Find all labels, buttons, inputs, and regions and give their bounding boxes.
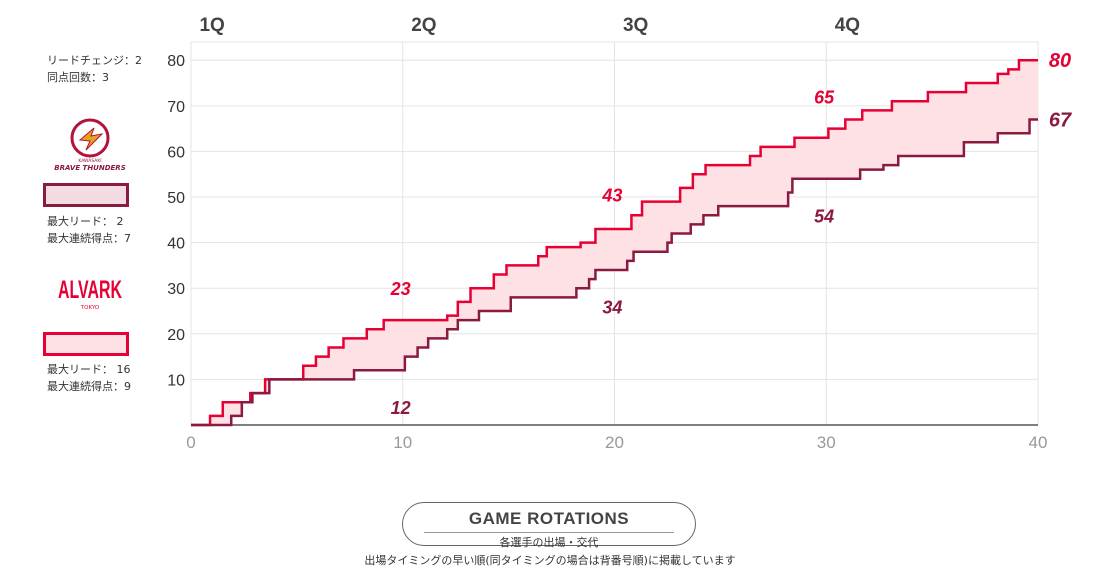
quarter-label: 4Q	[835, 15, 860, 36]
y-tick-label: 10	[167, 372, 185, 389]
quarter-label: 3Q	[623, 15, 648, 36]
alvark-logo-sub: TOKYO	[80, 305, 100, 311]
brave-thunders-max-lead: 最大リード： 2	[47, 215, 124, 228]
y-tick-label: 50	[167, 190, 185, 207]
alvark-logo-text: ALVARK	[58, 276, 122, 304]
quarter-label: 2Q	[411, 15, 436, 36]
brave-thunders-logo-small: KAWASAKI	[78, 158, 101, 164]
ties-count: 同点回数：3	[47, 71, 109, 84]
alvark-quarter-score: 43	[601, 185, 622, 205]
alvark-final-score: 80	[1049, 50, 1071, 72]
game-rotations-title: GAME ROTATIONS	[468, 509, 630, 528]
alvark-quarter-score: 23	[390, 279, 411, 299]
x-tick-label: 10	[393, 433, 412, 452]
brave-thunders-logo-text: BRAVE THUNDERS	[54, 164, 126, 172]
brave-thunders-legend-swatch	[43, 183, 129, 207]
lead-gap-area	[191, 60, 1038, 425]
y-tick-label: 30	[167, 281, 185, 298]
alvark-max-lead: 最大リード： 16	[47, 363, 131, 376]
alvark-stats: 最大リード： 16 最大連続得点：9	[47, 361, 131, 395]
brave-thunders-quarter-score: 54	[814, 206, 834, 226]
brave-thunders-max-run: 最大連続得点：7	[47, 232, 131, 245]
brave-thunders-score-line	[191, 118, 1038, 427]
brave-thunders-quarter-score: 34	[602, 297, 622, 317]
alvark-score-line	[191, 58, 1038, 427]
chart-labels: 10 20 30 40 50 60 70 80 0 10 20 30 40 1Q 2Q 3Q 4Q 80 67 23 1…	[167, 15, 1072, 452]
x-tick-label: 40	[1029, 433, 1048, 452]
quarter-label: 1Q	[199, 15, 224, 36]
alvark-logo: ALVARK TOKYO	[58, 276, 122, 311]
lead-changes: リードチェンジ：2	[47, 54, 142, 67]
alvark-max-run: 最大連続得点：9	[47, 380, 131, 393]
x-tick-label: 30	[817, 433, 836, 452]
y-tick-label: 80	[167, 53, 185, 70]
y-tick-label: 70	[167, 99, 185, 116]
y-tick-label: 60	[167, 144, 185, 161]
alvark-quarter-score: 65	[814, 88, 835, 108]
score-flow-chart: 10 20 30 40 50 60 70 80 0 10 20 30 40 1Q 2Q 3Q 4Q 80 67 23 1…	[167, 15, 1072, 452]
brave-thunders-quarter-score: 12	[391, 398, 411, 418]
brave-thunders-final-score: 67	[1049, 110, 1072, 132]
alvark-legend-swatch	[43, 332, 129, 356]
sidebar: リードチェンジ：2 同点回数：3 KAWASAKI BRAVE THUNDERS…	[0, 0, 180, 430]
brave-thunders-stats: 最大リード： 2 最大連続得点：7	[47, 213, 131, 247]
game-rotations-subtitle: 各選手の出場・交代	[424, 532, 674, 550]
x-tick-label: 20	[605, 433, 624, 452]
y-tick-label: 40	[167, 236, 185, 253]
brave-thunders-logo: KAWASAKI BRAVE THUNDERS	[54, 118, 126, 172]
rotations-note: 出場タイミングの早い順(同タイミングの場合は背番号順)に掲載しています	[364, 554, 736, 567]
x-tick-label: 0	[186, 433, 195, 452]
game-stats: リードチェンジ：2 同点回数：3	[47, 52, 142, 86]
game-rotations-button[interactable]: GAME ROTATIONS 各選手の出場・交代	[402, 502, 696, 549]
y-tick-label: 20	[167, 327, 185, 344]
